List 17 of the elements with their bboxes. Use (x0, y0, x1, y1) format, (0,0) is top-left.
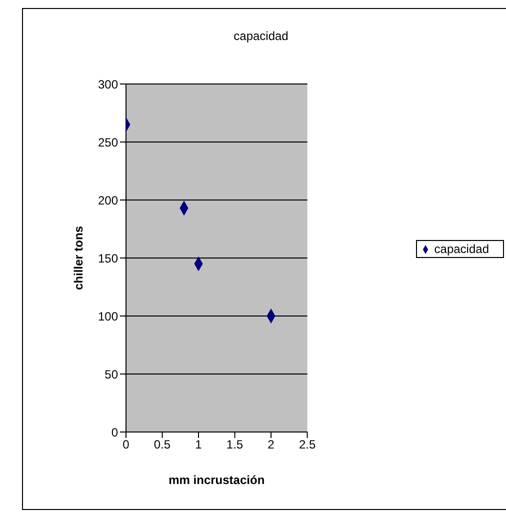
y-axis-title: chiller tons (71, 226, 86, 290)
y-tick-label: 50 (104, 367, 118, 382)
x-tick-label: 2.5 (298, 438, 316, 452)
y-tick-label: 150 (98, 251, 118, 266)
x-tick-label: 0 (122, 438, 130, 452)
y-tick-label: 0 (111, 425, 118, 440)
x-tick-label: 0.5 (154, 438, 171, 452)
y-tick-label: 250 (98, 135, 118, 150)
chart-title: capacidad (232, 29, 290, 43)
x-tick-label: 2 (268, 438, 275, 452)
x-axis-title: mm incrustación (168, 473, 265, 487)
x-tick-label: 1.5 (226, 438, 244, 452)
x-tick-label: 1 (195, 438, 202, 452)
y-tick-label: 200 (98, 193, 118, 208)
y-tick-label: 100 (98, 309, 118, 324)
legend-label: capacidad (434, 242, 489, 256)
y-tick-label: 300 (98, 77, 118, 92)
